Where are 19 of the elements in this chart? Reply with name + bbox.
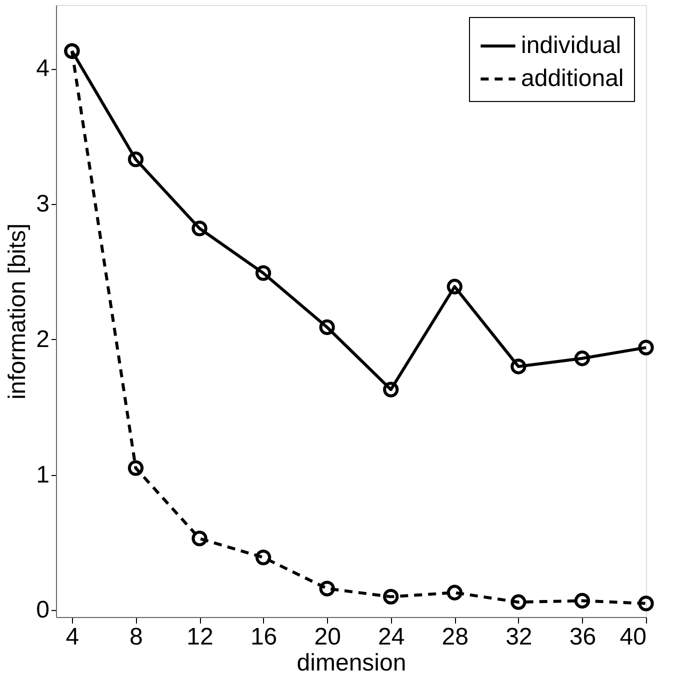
x-tick-label: 36 bbox=[569, 624, 596, 650]
x-axis-title: dimension bbox=[296, 650, 406, 676]
y-tick-label: 2 bbox=[36, 326, 50, 353]
y-tick-label: 0 bbox=[36, 596, 50, 624]
x-tick-label: 8 bbox=[130, 624, 143, 650]
y-tick-label: 4 bbox=[36, 55, 50, 82]
x-tick-label: 32 bbox=[506, 624, 532, 650]
x-tick-label: 40 bbox=[620, 624, 646, 650]
x-tick-label: 20 bbox=[314, 624, 341, 650]
legend-label: additional bbox=[521, 65, 624, 92]
x-tick-label: 28 bbox=[442, 624, 468, 650]
y-tick-label: 1 bbox=[36, 461, 50, 488]
legend-label: individual bbox=[521, 32, 622, 59]
y-axis-title: information [bits] bbox=[4, 223, 32, 400]
x-tick-label: 4 bbox=[66, 624, 80, 650]
x-tick-label: 16 bbox=[250, 624, 278, 650]
x-tick-label: 12 bbox=[186, 624, 214, 650]
x-tick-label: 24 bbox=[378, 624, 405, 650]
y-tick-label: 3 bbox=[36, 190, 50, 218]
